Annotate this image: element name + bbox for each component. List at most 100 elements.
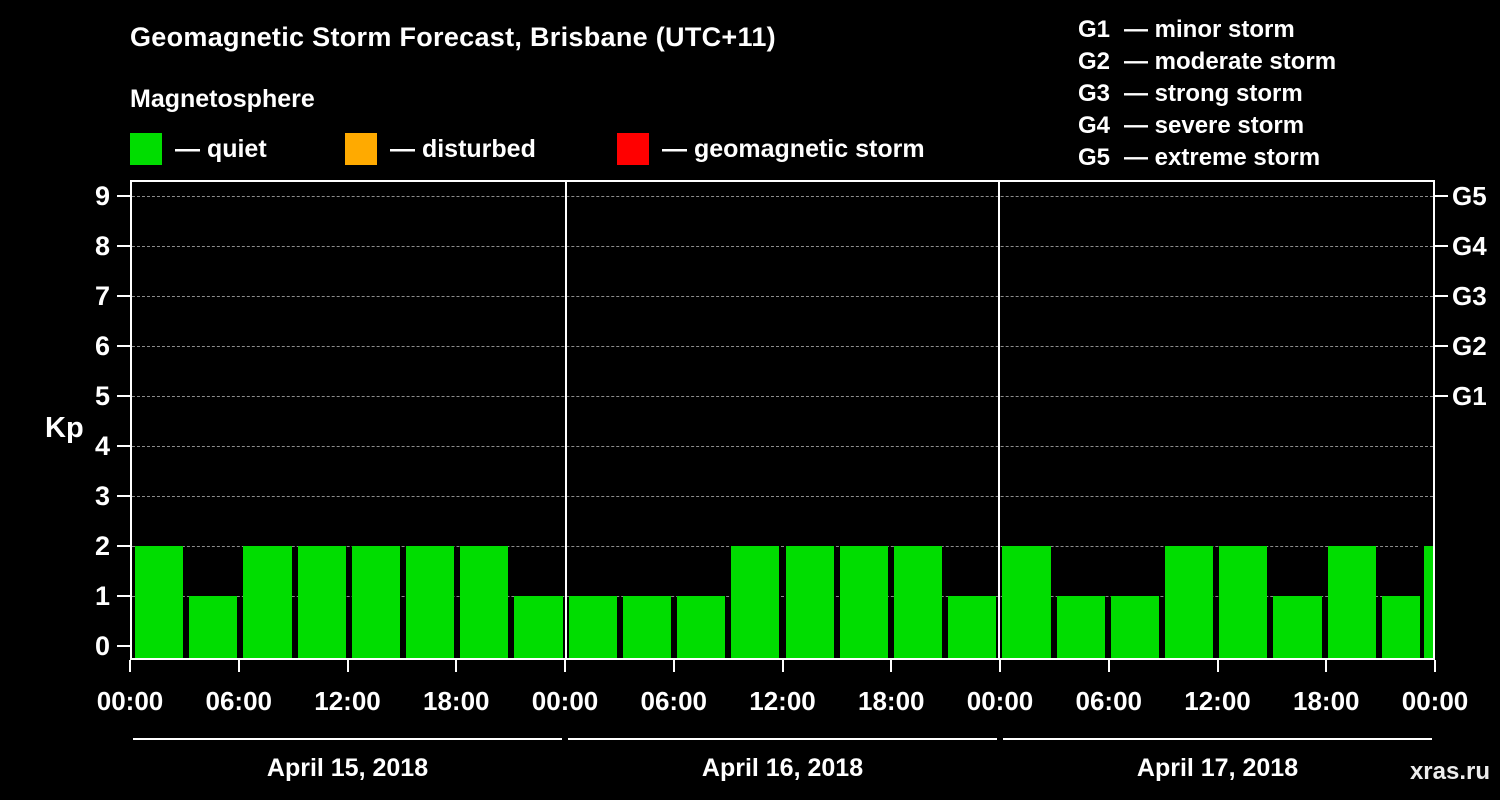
disturbed-swatch <box>345 133 377 165</box>
x-axis-tick <box>781 660 784 672</box>
date-bracket <box>1003 738 1432 740</box>
x-tick-label: 12:00 <box>749 686 816 716</box>
legend-item-quiet: — quiet <box>130 133 267 165</box>
storm-scale-legend: G1 — minor storm G2 — moderate storm G3 — str… <box>1078 14 1336 174</box>
day-separator <box>998 182 1001 658</box>
y-tick-label: 0 <box>94 631 110 661</box>
gridline-kp6 <box>132 346 1433 347</box>
x-tick-label: 00:00 <box>1401 686 1469 716</box>
date-label: April 17, 2018 <box>1136 754 1299 782</box>
kp-bar <box>406 546 455 658</box>
chart-title: Geomagnetic Storm Forecast, Brisbane (UT… <box>130 22 776 52</box>
storm-scale-code: G5 <box>1078 144 1111 171</box>
legend-item-label: — geomagnetic storm <box>662 134 925 163</box>
x-tick-label: 06:00 <box>1075 686 1143 716</box>
kp-bar-partial <box>1420 546 1433 658</box>
storm-scale-row: G3 — strong storm <box>1078 78 1336 110</box>
y-axis-tick <box>117 345 130 347</box>
gridline-kp1 <box>132 596 1433 597</box>
kp-bar <box>1327 546 1376 658</box>
kp-bar <box>1002 546 1051 658</box>
right-axis-tick <box>1435 345 1448 347</box>
storm-scale-desc: — strong storm <box>1124 80 1303 107</box>
kp-bar <box>135 546 184 658</box>
right-axis-label-g1: G1 <box>1452 381 1487 411</box>
gridline-kp4 <box>132 446 1433 447</box>
y-axis-tick <box>117 445 130 447</box>
gridline-kp7 <box>132 296 1433 297</box>
kp-bar <box>1273 596 1322 658</box>
right-axis-label-g5: G5 <box>1452 181 1487 211</box>
legend-item-label: — quiet <box>175 134 267 163</box>
kp-bar <box>189 596 238 658</box>
y-tick-label: 4 <box>94 431 110 461</box>
kp-bar <box>1219 546 1268 658</box>
right-axis-tick <box>1435 395 1448 397</box>
x-tick-label: 00:00 <box>96 686 164 716</box>
x-axis-tick <box>1434 660 1436 672</box>
kp-bar <box>785 546 834 658</box>
gridline-kp5 <box>132 396 1433 397</box>
gridline-kp3 <box>132 496 1433 497</box>
x-axis-tick <box>129 660 131 672</box>
kp-bar <box>1056 596 1105 658</box>
x-tick-label: 18:00 <box>1293 686 1360 716</box>
day-separator <box>564 182 567 658</box>
storm-scale-desc: — extreme storm <box>1124 144 1321 171</box>
legend-item-storm: — geomagnetic storm <box>617 133 925 165</box>
y-axis-tick <box>117 395 130 397</box>
x-tick-label: 06:00 <box>640 686 708 716</box>
x-axis-tick <box>455 660 458 672</box>
x-axis-tick <box>1325 660 1328 672</box>
kp-bar <box>1110 596 1159 658</box>
storm-scale-desc: — severe storm <box>1124 112 1305 139</box>
x-tick-label: 12:00 <box>314 686 381 716</box>
date-label: April 15, 2018 <box>266 754 429 782</box>
x-axis-tick <box>346 660 349 672</box>
legend-item-label: — disturbed <box>390 134 536 163</box>
plot-area <box>130 180 1435 660</box>
storm-scale-desc: — minor storm <box>1124 16 1295 43</box>
x-axis-tick <box>1107 660 1110 672</box>
x-tick-label: 18:00 <box>423 686 490 716</box>
x-axis-tick <box>999 660 1001 672</box>
magnetosphere-label: Magnetosphere <box>130 85 315 113</box>
right-axis-label-g4: G4 <box>1452 231 1487 261</box>
x-tick-label: 00:00 <box>966 686 1034 716</box>
kp-bar <box>839 546 888 658</box>
storm-scale-row: G5 — extreme storm <box>1078 142 1336 174</box>
x-axis-tick <box>890 660 893 672</box>
kp-bar <box>514 596 563 658</box>
storm-scale-row: G4 — severe storm <box>1078 110 1336 142</box>
x-tick-label: 00:00 <box>531 686 599 716</box>
legend-item-disturbed: — disturbed <box>345 133 536 165</box>
date-bracket <box>568 738 997 740</box>
storm-scale-code: G1 <box>1078 16 1111 43</box>
kp-bar <box>622 596 672 658</box>
y-tick-label: 9 <box>94 181 110 211</box>
y-axis-label: Kp <box>45 412 84 444</box>
date-bracket <box>133 738 562 740</box>
y-tick-label: 6 <box>94 331 110 361</box>
y-tick-label: 3 <box>94 481 110 511</box>
y-axis-tick <box>117 595 130 597</box>
right-axis-tick <box>1435 245 1448 247</box>
y-axis-tick <box>117 645 130 647</box>
watermark: xras.ru <box>1409 758 1490 785</box>
x-axis-tick <box>672 660 675 672</box>
right-axis-label-g3: G3 <box>1452 281 1487 311</box>
right-axis-tick <box>1435 295 1448 297</box>
x-axis-tick <box>564 660 566 672</box>
storm-scale-code: G3 <box>1078 80 1111 107</box>
y-axis-tick <box>117 495 130 497</box>
y-tick-label: 7 <box>94 281 110 311</box>
x-tick-label: 06:00 <box>205 686 273 716</box>
kp-bar <box>243 546 292 658</box>
x-tick-label: 18:00 <box>858 686 925 716</box>
x-axis-tick <box>237 660 240 672</box>
gridline-kp2 <box>132 546 1433 547</box>
y-tick-label: 5 <box>94 381 110 411</box>
y-axis-tick <box>117 295 130 297</box>
quiet-swatch <box>130 133 162 165</box>
